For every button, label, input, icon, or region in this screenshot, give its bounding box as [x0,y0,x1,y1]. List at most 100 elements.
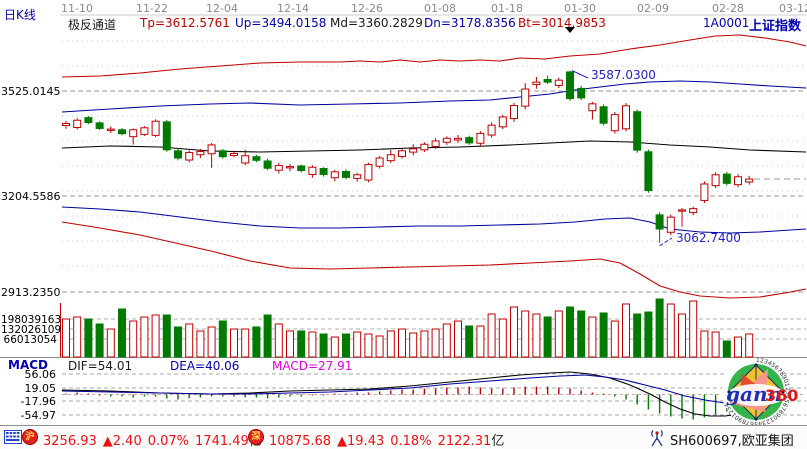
symbol-id[interactable]: 1A0001 [703,16,750,30]
candlestick [174,150,182,159]
high-price-annotation: 3587.0300 [591,68,656,82]
kline-period-label[interactable]: 日K线 [4,8,36,22]
volume-bar [353,331,362,358]
volume-bar [140,316,149,358]
candlestick [431,140,440,148]
volume-bar [386,330,395,358]
kline-chart-canvas[interactable] [0,0,807,425]
volume-bar [230,328,238,358]
candlestick [498,116,507,128]
volume-bar [398,328,406,358]
indicator-md-value: Md=3360.2829 [330,16,423,30]
volume-bar [465,325,474,358]
candlestick [633,111,642,151]
candlestick [566,71,574,100]
volume-bar [207,326,216,358]
keyboard-panel-icon[interactable] [4,430,22,444]
broadcast-antenna-icon [651,430,663,447]
volume-bar [487,313,496,358]
candlestick [398,150,406,157]
volume-bar [700,330,709,358]
candlestick [745,178,754,183]
macd-macd-value: MACD=27.91 [272,359,353,373]
date-tick-label: 12-14 [277,2,309,15]
shenzhen-market-badge[interactable]: 深 [248,429,264,445]
candlestick [297,165,306,172]
channel-bt-line [61,221,807,299]
volume-bar [476,325,485,358]
volume-bar [364,333,373,358]
volume-bar [442,323,451,358]
candlestick [196,150,205,156]
date-tick-label: 02-28 [712,2,744,15]
symbol-name[interactable]: 上证指数 [749,19,802,34]
current-stock-label[interactable]: SH600697,欧亚集团 [670,434,794,449]
candlestick [375,157,384,167]
macd-dif-value: DIF=54.01 [68,359,133,373]
volume-bar [252,326,261,358]
volume-bar [689,300,698,358]
indicator-tp-value: Tp=3612.5761 [140,16,230,30]
sh-amount: 1741.49 [195,434,249,449]
volume-bar [95,323,104,358]
candlestick [476,132,485,144]
candlestick [666,216,675,233]
sz-amount: 2122.31 [437,434,492,449]
volume-bar [118,308,126,358]
volume-bar [734,336,742,358]
volume-bar [577,310,586,358]
channel-dn-line [61,206,807,234]
shanghai-index-quote: 3256.93▲2.400.07%1741.49亿 [43,430,268,449]
candlestick [734,176,742,186]
logo-360-text: 360 [765,386,798,405]
macd-dif-line [61,371,756,417]
volume-bar [241,328,250,358]
candlestick [386,154,395,162]
volume-bar [420,330,429,358]
shanghai-market-badge[interactable]: 沪 [22,429,38,445]
candlestick [95,122,104,129]
candlestick [162,121,171,151]
date-tick-label: 02-09 [637,2,669,15]
channel-tp-line [61,34,807,78]
volume-bar [342,333,350,358]
candlestick [118,129,126,135]
candlestick [655,214,664,230]
date-tick-label: 12-26 [351,2,383,15]
sh-price: 3256.93 [43,434,97,449]
macd-pane-title[interactable]: MACD [8,358,48,372]
channel-up-line [61,80,807,113]
indicator-name[interactable]: 极反通道 [68,18,117,32]
macd-tick-label: 56.06 [24,368,57,381]
date-tick-label: 03-12 [779,2,807,15]
candlestick [521,88,530,107]
volume-bar [185,323,194,358]
date-tick-label: 12-04 [206,2,238,15]
volume-bar [666,303,675,358]
macd-tick-label: -54.97 [20,409,56,422]
candlestick [510,104,518,120]
candlestick [577,87,586,99]
volume-tick-label: 198039163 [1,314,62,326]
volume-bar [174,326,182,358]
sz-change: ▲19.43 [337,434,385,449]
volume-bar [644,311,653,358]
volume-bar [106,328,115,358]
volume-bar [599,312,608,358]
volume-bar [588,316,597,358]
volume-tick-label: 66013054 [3,334,57,346]
volume-bar [498,318,507,358]
volume-bar [319,333,328,358]
candlestick [308,166,317,175]
logo-gann-text: gann [726,382,782,406]
candlestick [689,208,698,214]
sz-amount-unit: 亿 [491,434,505,449]
volume-bar [84,318,93,358]
candlestick [140,127,149,135]
candlestick [364,164,373,181]
peak-marker-icon [565,27,575,33]
price-tick-label: 3525.0145 [1,85,61,98]
candlestick [442,137,451,143]
price-tick-label: 2913.2350 [1,286,61,299]
